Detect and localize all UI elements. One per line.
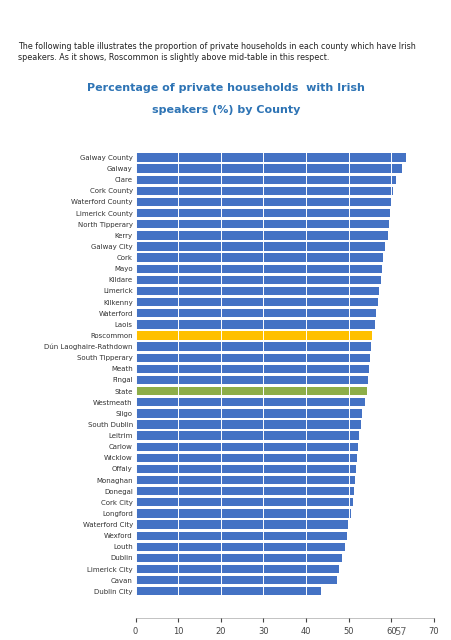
Bar <box>135 487 353 495</box>
Text: speakers (%) by County: speakers (%) by County <box>152 105 299 115</box>
Bar <box>135 431 359 440</box>
Bar <box>135 320 374 328</box>
Text: The following table illustrates the proportion of private households in each cou: The following table illustrates the prop… <box>18 42 415 62</box>
Bar <box>135 454 356 462</box>
Bar <box>135 498 352 506</box>
Bar <box>135 420 360 429</box>
Bar <box>135 576 336 584</box>
Bar <box>135 409 362 417</box>
Bar <box>135 187 392 195</box>
Text: 57: 57 <box>393 627 406 637</box>
Bar <box>135 353 369 362</box>
Bar <box>135 509 350 518</box>
Bar <box>135 376 367 384</box>
Bar <box>135 398 364 406</box>
Bar <box>135 543 345 551</box>
Bar <box>135 342 370 351</box>
Bar <box>135 198 391 206</box>
Bar <box>135 465 355 473</box>
Bar <box>135 220 388 228</box>
Bar <box>135 365 368 373</box>
Bar <box>135 332 371 340</box>
Bar <box>135 298 377 307</box>
Bar <box>135 532 346 540</box>
Bar <box>135 209 390 217</box>
Bar <box>135 387 366 396</box>
Text: Percentage of private households  with Irish: Percentage of private households with Ir… <box>87 83 364 93</box>
Bar <box>135 253 382 262</box>
Bar <box>135 309 376 317</box>
Bar <box>135 276 380 284</box>
Bar <box>135 287 377 295</box>
Bar <box>135 554 341 562</box>
Bar <box>135 565 339 573</box>
Bar <box>135 231 387 239</box>
Bar <box>135 442 357 451</box>
Bar <box>135 520 347 529</box>
Bar <box>135 264 381 273</box>
Bar <box>135 476 354 484</box>
Bar <box>135 154 405 162</box>
Bar <box>135 243 384 251</box>
Bar <box>135 164 401 173</box>
Bar <box>135 587 320 595</box>
Bar <box>135 175 396 184</box>
